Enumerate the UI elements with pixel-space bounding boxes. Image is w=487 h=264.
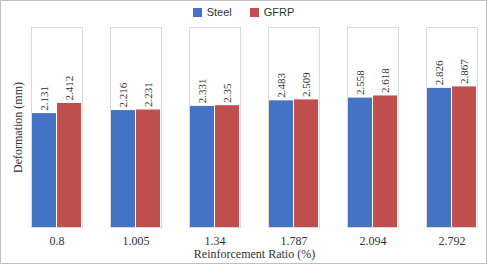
- html-text:Steel: Steel: [206, 6, 232, 18]
- svg-text:2.826: 2.826: [433, 60, 445, 85]
- svg-text:1.34: 1.34: [204, 234, 226, 248]
- svg-text:2.618: 2.618: [379, 68, 391, 93]
- svg-text:2.509: 2.509: [300, 72, 312, 97]
- svg-text:1.787: 1.787: [280, 234, 308, 248]
- svg-text:2.792: 2.792: [439, 234, 466, 248]
- svg-text:2.412: 2.412: [63, 76, 75, 101]
- svg-text:2.094: 2.094: [360, 234, 387, 248]
- svg-text:Deformation (mm): Deformation (mm): [11, 82, 25, 173]
- svg-text:2.231: 2.231: [142, 82, 154, 107]
- html-text:GFRP: GFRP: [263, 6, 295, 18]
- svg-text:1.005: 1.005: [123, 234, 150, 248]
- svg-text:2.216: 2.216: [117, 82, 129, 107]
- svg-text:2.35: 2.35: [221, 83, 233, 103]
- svg-text:2.867: 2.867: [458, 59, 470, 84]
- svg-text:0.8: 0.8: [50, 234, 65, 248]
- svg-text:2.483: 2.483: [275, 73, 287, 98]
- svg-text:2.331: 2.331: [196, 79, 208, 104]
- svg-text:2.131: 2.131: [38, 86, 50, 111]
- svg-text:2.558: 2.558: [354, 70, 366, 95]
- svg-text:Reinforcement Ratio (%): Reinforcement Ratio (%): [194, 247, 315, 261]
